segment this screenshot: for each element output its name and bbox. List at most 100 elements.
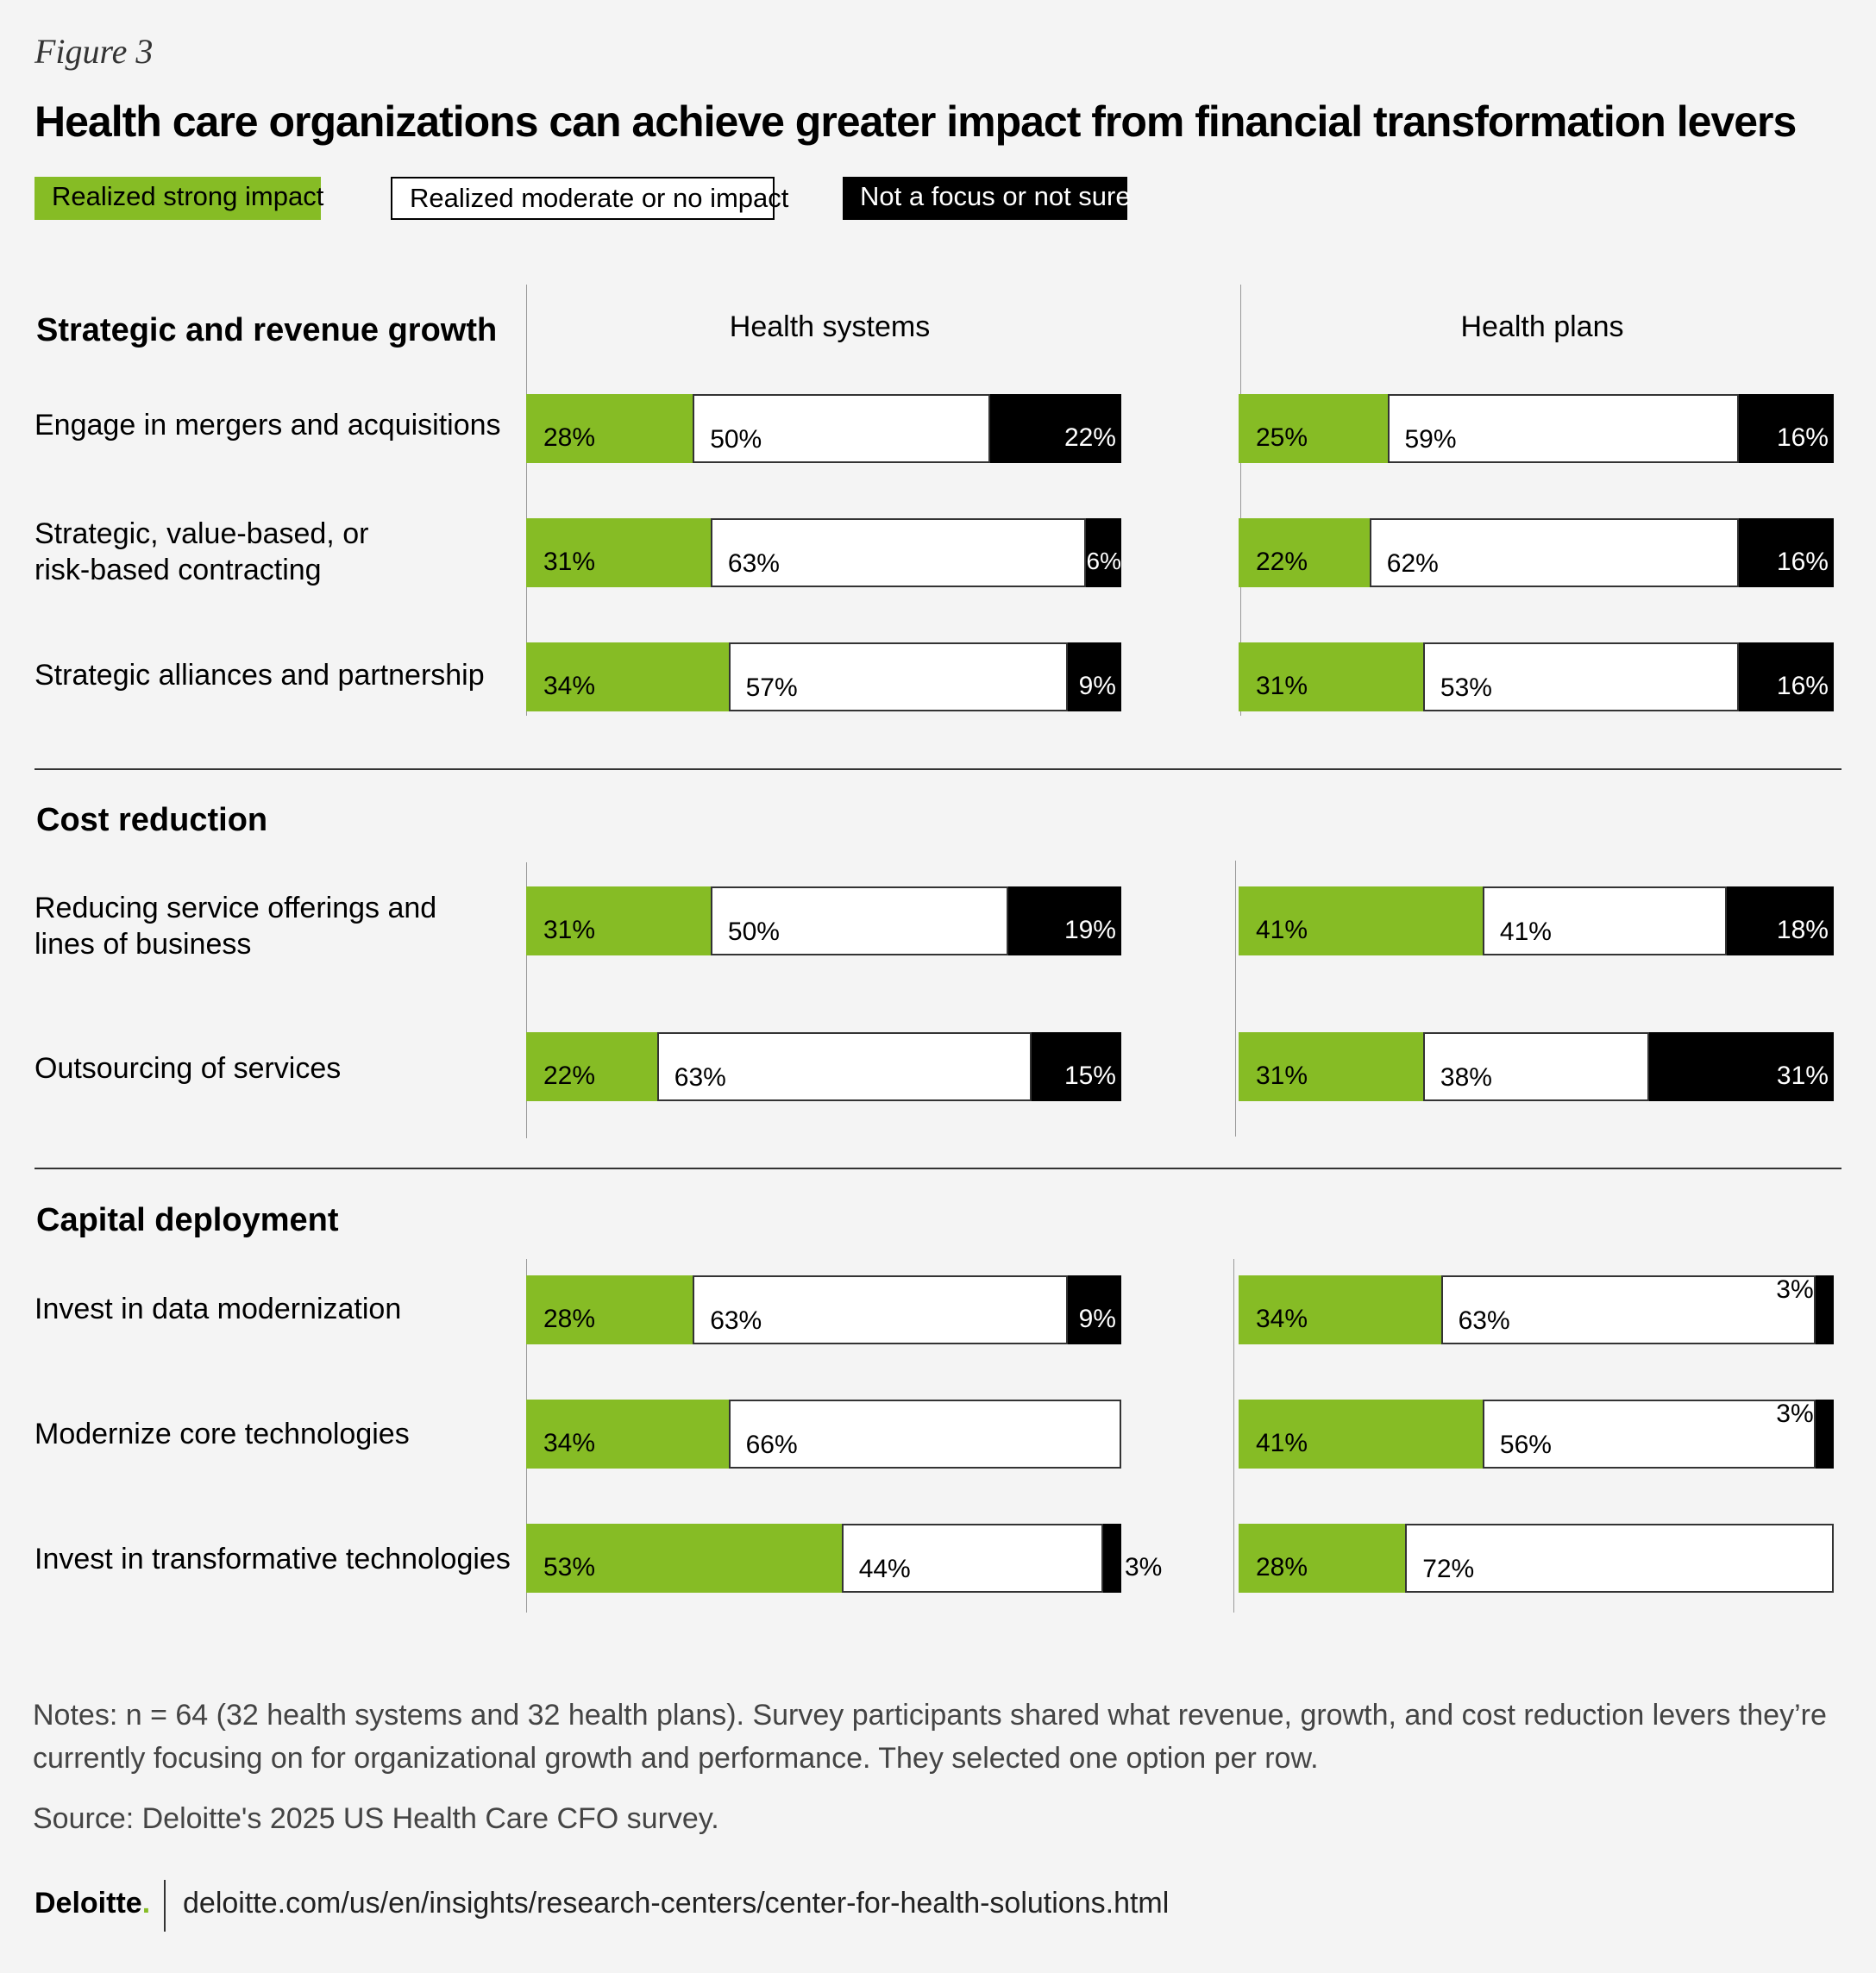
data-label: 31%	[1256, 672, 1308, 700]
source-url[interactable]: deloitte.com/us/en/insights/research-cen…	[183, 1887, 1170, 1920]
legend-strong: Realized strong impact	[35, 177, 323, 220]
data-label: 16%	[1776, 672, 1829, 700]
data-label: 72%	[1422, 1555, 1475, 1583]
bar-segment-strong-impact: 22%	[526, 1032, 657, 1101]
bar-segment-moderate-impact: 72%	[1405, 1524, 1834, 1593]
figure-label: Figure 3	[35, 32, 154, 71]
data-label: 28%	[543, 1305, 596, 1333]
bar-segment-strong-impact: 25%	[1239, 394, 1388, 463]
data-label: 41%	[1256, 916, 1308, 944]
data-label: 9%	[1078, 672, 1116, 700]
panel-header-health-plans: Health plans	[1460, 310, 1624, 343]
data-label: 63%	[710, 1306, 762, 1335]
section-title-strategic: Strategic and revenue growth	[36, 312, 498, 348]
bar-segment-moderate-impact: 63%	[710, 518, 1086, 587]
data-label: 66%	[745, 1431, 798, 1459]
data-label: 63%	[674, 1063, 726, 1092]
panel-axis-line	[1233, 1259, 1234, 1613]
data-label: 53%	[1440, 673, 1492, 702]
data-label: 28%	[1256, 1553, 1308, 1582]
row-label-contracting: Strategic, value-based, or risk-based co…	[35, 517, 369, 586]
bar-segment-not-a-focus: 3%	[1103, 1524, 1162, 1593]
data-label: 63%	[1458, 1306, 1510, 1335]
panel-axis-line	[1240, 285, 1241, 716]
bar-segment-not-a-focus: 9%	[1067, 1275, 1121, 1344]
bar-segment-strong-impact: 41%	[1239, 1400, 1483, 1469]
bar-segment-strong-impact: 31%	[526, 886, 711, 955]
bar-segment-not-a-focus: 3%	[1776, 1275, 1834, 1344]
brand-name: Deloitte	[35, 1887, 142, 1920]
row-label-transformative: Invest in transformative technologies	[35, 1543, 511, 1575]
bar-segment-not-a-focus: 16%	[1738, 394, 1834, 463]
bar-segment-strong-impact: 31%	[1239, 642, 1423, 711]
section-divider	[35, 768, 1841, 770]
data-label: 19%	[1063, 916, 1116, 944]
row-label-mergers: Engage in mergers and acquisitions	[35, 409, 501, 442]
data-label: 15%	[1063, 1062, 1116, 1090]
bar-segment-strong-impact: 34%	[526, 642, 729, 711]
row-label-core-technologies: Modernize core technologies	[35, 1418, 410, 1450]
data-label: 18%	[1776, 916, 1829, 944]
bar-row: 31% 50% 19%	[526, 886, 1121, 955]
bar-segment-strong-impact: 28%	[526, 1275, 693, 1344]
data-label: 57%	[745, 673, 798, 702]
data-label: 34%	[543, 1429, 596, 1457]
bar-row: 22% 63% 15%	[526, 1032, 1121, 1101]
bar-segment-strong-impact: 22%	[1239, 518, 1370, 587]
data-label: 53%	[543, 1553, 596, 1582]
footer-notes: Notes: n = 64 (32 health systems and 32 …	[33, 1699, 1827, 1775]
chart-title: Health care organizations can achieve gr…	[35, 97, 1797, 146]
bar-segment-strong-impact: 31%	[1239, 1032, 1423, 1101]
bar-segment-not-a-focus: 22%	[990, 394, 1121, 463]
data-label: 50%	[710, 425, 762, 454]
data-label: 3%	[1776, 1400, 1814, 1428]
bar-segment-not-a-focus: 16%	[1738, 518, 1834, 587]
bar-segment-moderate-impact: 41%	[1482, 886, 1727, 955]
bar-segment-moderate-impact: 44%	[841, 1524, 1104, 1593]
bar-segment-moderate-impact: 63%	[656, 1032, 1032, 1101]
data-label: 28%	[543, 423, 596, 452]
bar-segment-moderate-impact: 57%	[728, 642, 1068, 711]
data-label: 16%	[1776, 423, 1829, 452]
bar-segment-not-a-focus: 31%	[1649, 1032, 1834, 1101]
panel-header-health-systems: Health systems	[729, 310, 931, 343]
data-label: 31%	[543, 548, 596, 576]
bar-segment-not-a-focus: 16%	[1738, 642, 1834, 711]
bar-row: 53% 44% 3%	[526, 1524, 1162, 1593]
data-label: 50%	[727, 918, 780, 946]
bar-segment-strong-impact: 34%	[526, 1400, 729, 1469]
data-label: 63%	[727, 549, 780, 578]
data-label: 3%	[1124, 1553, 1163, 1582]
bar-segment-strong-impact: 53%	[526, 1524, 842, 1593]
brand-separator	[164, 1880, 166, 1932]
data-label: 16%	[1776, 548, 1829, 576]
bar-segment-moderate-impact: 63%	[693, 1275, 1068, 1344]
bar-segment-moderate-impact: 53%	[1422, 642, 1739, 711]
bar-segment-not-a-focus: 19%	[1007, 886, 1121, 955]
bar-segment-not-a-focus: 3%	[1776, 1400, 1834, 1469]
data-label: 38%	[1440, 1063, 1492, 1092]
data-label: 22%	[1256, 548, 1308, 576]
bar-segment-moderate-impact: 66%	[728, 1400, 1121, 1469]
legend-moderate: Realized moderate or no impact	[391, 177, 788, 220]
bar-row: 31% 63% 6%	[526, 518, 1121, 587]
data-label: 62%	[1386, 549, 1439, 578]
bar-segment-not-a-focus: 15%	[1032, 1032, 1121, 1101]
bar-segment-moderate-impact: 38%	[1422, 1032, 1650, 1101]
bar-segment-not-a-focus: 6%	[1085, 518, 1121, 587]
bar-row: 22% 62% 16%	[1239, 518, 1834, 587]
bar-segment-strong-impact: 28%	[1239, 1524, 1406, 1593]
bar-segment-moderate-impact: 59%	[1387, 394, 1739, 463]
row-label-outsourcing: Outsourcing of services	[35, 1052, 342, 1085]
bar-segment-moderate-impact: 50%	[710, 886, 1008, 955]
bar-segment-moderate-impact: 63%	[1440, 1275, 1816, 1344]
brand-logo: Deloitte.	[35, 1887, 150, 1920]
row-label-alliances: Strategic alliances and partnership	[35, 659, 485, 692]
legend-notfocus: Not a focus or not sure	[843, 177, 1131, 220]
footer-source: Source: Deloitte's 2025 US Health Care C…	[33, 1802, 719, 1835]
data-label: 41%	[1256, 1429, 1308, 1457]
bar-segment-moderate-impact: 50%	[693, 394, 991, 463]
bar-row: 25% 59% 16%	[1239, 394, 1834, 463]
data-label: 44%	[858, 1555, 911, 1583]
bar-segment-not-a-focus: 18%	[1726, 886, 1834, 955]
